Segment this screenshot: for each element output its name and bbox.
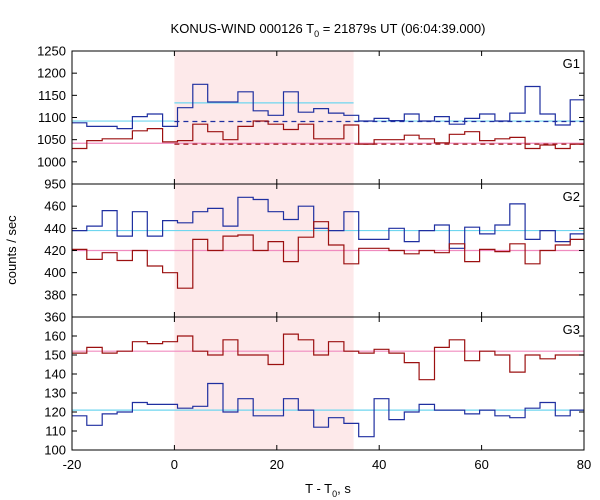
x-tick-labels: -20 0 20 40 60 80	[63, 457, 592, 472]
y-tick-label: 150	[44, 348, 66, 363]
y-tick-label: 1000	[37, 154, 66, 169]
y-tick-label: 380	[44, 287, 66, 302]
chart-title: KONUS-WIND 000126 T0 = 21879s UT (06:04:…	[171, 21, 486, 39]
panel-g1: 950 1000 1050 1100 1150 1200 1250 G1	[37, 44, 585, 192]
y-tick-label: 130	[44, 386, 66, 401]
series-red-g1	[72, 120, 584, 150]
x-tick-label: 80	[577, 457, 591, 472]
x-tick-label: 20	[270, 457, 284, 472]
y-tick-label: 420	[44, 243, 66, 258]
x-axis-label: T - T0, s	[305, 481, 351, 499]
highlight-band	[174, 51, 354, 184]
chart-title-sub: 0	[314, 29, 319, 39]
panel-g2: 360 380 400 420 440 460 G2	[44, 183, 585, 325]
y-tick-label: 100	[44, 443, 66, 458]
panel-label-g1: G1	[563, 56, 580, 71]
series-red-g3	[72, 333, 584, 381]
y-tick-label: 1100	[38, 110, 66, 125]
y-tick-label: 440	[44, 221, 66, 236]
x-tick-label: 40	[372, 457, 386, 472]
highlight-band	[174, 317, 354, 450]
panel-label-g2: G2	[563, 189, 580, 204]
y-tick-label: 400	[44, 265, 66, 280]
chart-title-rest: = 21879s UT (06:04:39.000)	[319, 21, 485, 36]
x-axis-label-rest: , s	[337, 481, 351, 496]
y-tick-label: 360	[44, 310, 66, 325]
y-tick-label: 1250	[37, 44, 66, 59]
x-tick-label: -20	[63, 457, 82, 472]
series-blue-g3	[72, 382, 584, 438]
y-axis-label: counts / sec	[4, 215, 19, 285]
panels-group: 950 1000 1050 1100 1150 1200 1250 G1 360 380 400 42…	[37, 44, 585, 458]
series-blue-g1	[72, 83, 584, 130]
x-axis-label-main: T - T	[305, 481, 332, 496]
x-tick-label: 0	[171, 457, 178, 472]
y-tick-label: 1150	[38, 88, 66, 103]
panel-g3: 100 110 120 130 140 150 160 G3	[44, 316, 585, 458]
y-tick-label: 160	[44, 329, 66, 344]
y-tick-label: 120	[44, 405, 66, 420]
y-tick-label: 110	[45, 424, 66, 439]
series-red-g2	[72, 221, 584, 289]
y-tick-label: 1200	[37, 66, 66, 81]
y-tick-label: 1050	[37, 132, 66, 147]
chart-title-main: KONUS-WIND 000126 T	[171, 21, 315, 36]
y-tick-label: 460	[44, 199, 66, 214]
y-tick-label: 140	[44, 367, 66, 382]
y-tick-label: 950	[44, 177, 66, 192]
panel-label-g3: G3	[563, 322, 580, 337]
x-tick-label: 60	[474, 457, 488, 472]
panel-frame	[71, 316, 585, 451]
x-axis-label-sub: 0	[332, 489, 337, 499]
